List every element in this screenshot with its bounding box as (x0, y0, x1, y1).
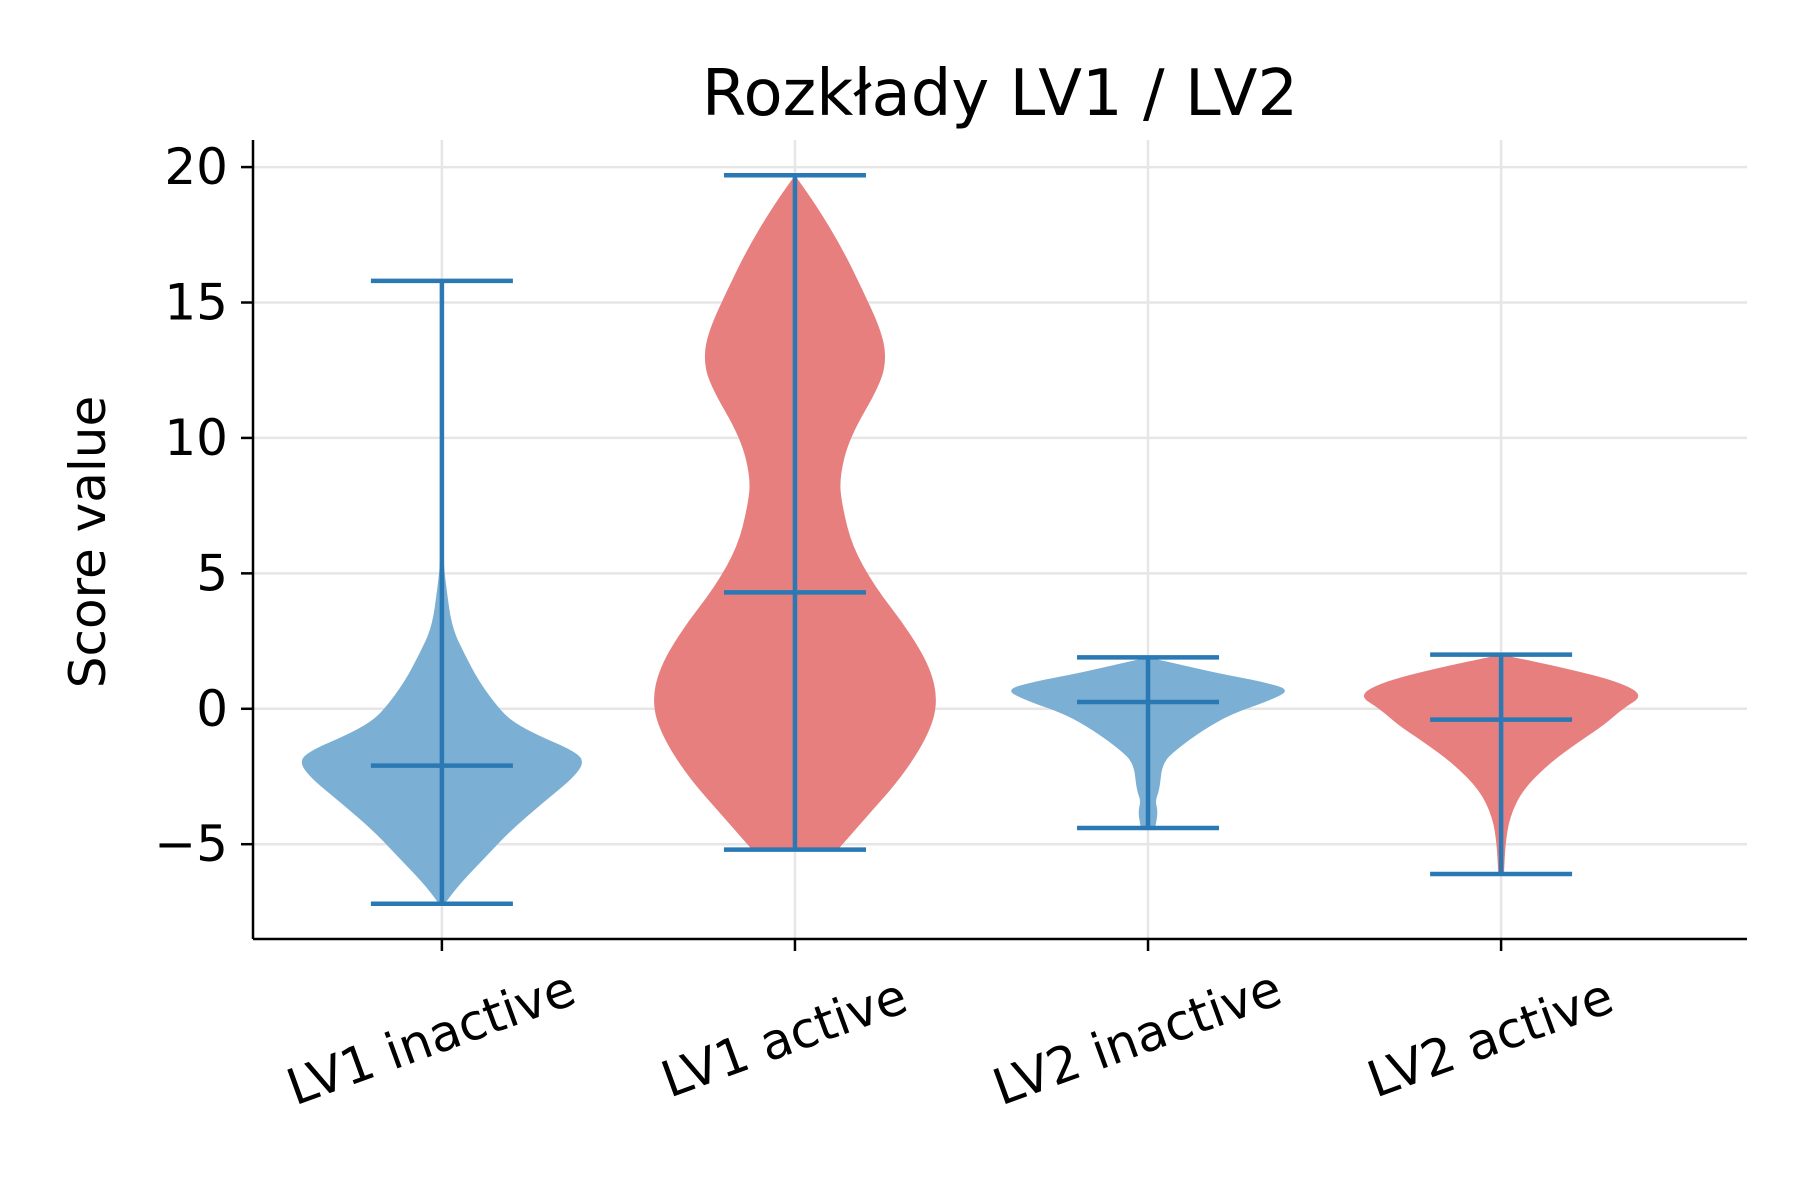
chart-title: Rozkłady LV1 / LV2 (702, 57, 1298, 131)
violin-layer (301, 172, 1639, 907)
y-tick-label: 15 (164, 274, 228, 332)
y-tick-label: 0 (196, 680, 228, 738)
y-axis-label: Score value (59, 396, 117, 689)
y-tick-label: 5 (196, 544, 228, 602)
x-category-label: LV1 active (654, 967, 915, 1109)
x-category-label: LV2 active (1360, 967, 1621, 1109)
x-category-label: LV1 inactive (279, 959, 582, 1117)
x-category-label: LV2 inactive (985, 959, 1288, 1117)
y-tick-label: −5 (154, 815, 228, 873)
y-tick-label: 20 (164, 138, 228, 196)
axis-layer: 20 15 10 5 0 −5 LV1 inactive LV1 active LV2 inac… (154, 138, 1747, 1117)
y-tick-label: 10 (164, 409, 228, 467)
